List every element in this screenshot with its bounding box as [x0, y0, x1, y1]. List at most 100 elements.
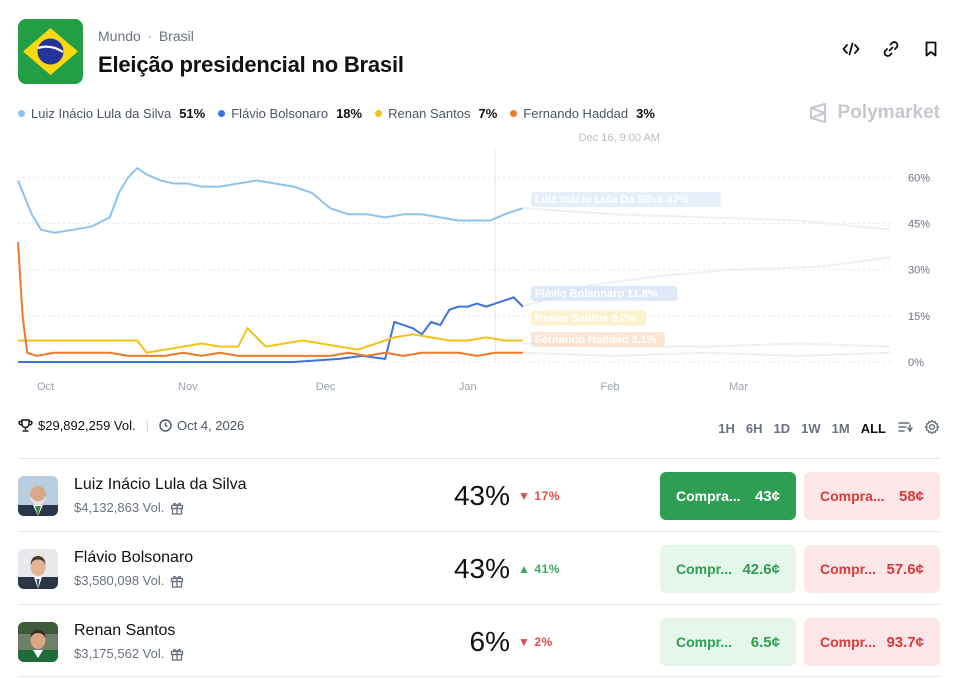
triangle-up-icon: ▲ — [518, 562, 531, 576]
hover-date-label: Dec 16, 9:00 AM — [579, 132, 660, 144]
x-tick-label: Feb — [601, 381, 620, 393]
buy-no-price: 58¢ — [898, 487, 924, 505]
y-tick-label: 45% — [908, 219, 930, 231]
breadcrumb-separator: · — [147, 29, 152, 43]
outcome-probability: 43% — [453, 553, 510, 584]
total-volume-text: $29,892,259 Vol. — [38, 418, 136, 433]
buy-yes-button[interactable]: Compr... 6.5¢ — [660, 618, 796, 666]
breadcrumb-brasil[interactable]: Brasil — [158, 28, 194, 44]
buy-no-label: Compra... — [820, 488, 885, 504]
page-title: Eleição presidencial no Brasil — [98, 52, 404, 77]
outcome-name[interactable]: Flávio Bolsonaro — [74, 549, 194, 566]
legend-pct: 7% — [478, 106, 498, 121]
y-tick-label: 0% — [908, 357, 924, 369]
gift-icon[interactable] — [170, 501, 184, 515]
outcome-name[interactable]: Renan Santos — [74, 622, 176, 639]
brazil-flag — [18, 19, 83, 84]
buy-no-price: 57.6¢ — [886, 560, 924, 578]
buy-no-label: Compr... — [820, 561, 877, 577]
range-all[interactable]: ALL — [860, 421, 886, 436]
buy-yes-price: 42.6¢ — [742, 560, 780, 578]
brand-name: Polymarket — [837, 102, 940, 123]
buy-yes-price: 6.5¢ — [750, 633, 780, 651]
series-end-label: Flávio Bolsonaro 11.8% — [535, 288, 658, 300]
buy-no-button[interactable]: Compr... 57.6¢ — [804, 545, 940, 593]
bookmark-icon[interactable] — [922, 40, 940, 58]
outcome-probability: 43% — [453, 480, 510, 511]
outcome-change: ▲ 41% — [518, 562, 560, 576]
avatar-lula — [18, 476, 58, 516]
series-end-label: Luiz Inácio Lula Da Silva 47% — [535, 194, 689, 206]
gift-icon[interactable] — [170, 647, 184, 661]
clock-icon — [159, 419, 172, 432]
future-series-line — [522, 351, 891, 357]
x-tick-label: Jan — [459, 381, 477, 393]
polymarket-icon — [809, 103, 826, 123]
trophy-icon — [18, 419, 33, 432]
outcome-volume-text: $4,132,863 Vol. — [74, 500, 165, 515]
legend-pct: 3% — [636, 106, 655, 121]
breadcrumb-mundo[interactable]: Mundo — [98, 28, 141, 44]
outcome-change-value: 41% — [534, 562, 560, 576]
outcome-change-value: 17% — [534, 489, 560, 503]
chart-legend: Luiz Inácio Lula da Silva 51% Flávio Bol… — [18, 106, 655, 121]
legend-pct: 51% — [179, 106, 206, 121]
buy-no-button[interactable]: Compra... 58¢ — [804, 472, 940, 520]
legend-name: Renan Santos — [388, 106, 471, 121]
legend-dot-renan — [375, 110, 383, 117]
range-1w[interactable]: 1W — [801, 421, 821, 436]
outcome-row-renan[interactable]: Renan Santos $3,175,562 Vol. 6% ▼ 2% Com… — [18, 604, 940, 677]
legend-dot-haddad — [510, 110, 518, 117]
price-chart[interactable]: Dec 16, 9:00 AM Luiz Inácio Lula Da Silv… — [0, 128, 964, 400]
total-volume: $29,892,259 Vol. — [18, 418, 136, 433]
buy-no-price: 93.7¢ — [886, 633, 924, 651]
legend-name: Flávio Bolsonaro — [231, 106, 329, 121]
outcome-volume: $4,132,863 Vol. — [74, 500, 184, 515]
buy-yes-label: Compr... — [676, 634, 733, 650]
buy-yes-price: 43¢ — [754, 487, 780, 505]
outcome-change: ▼ 2% — [518, 635, 553, 649]
gift-icon[interactable] — [170, 574, 184, 588]
triangle-down-icon: ▼ — [518, 489, 531, 503]
legend-name: Luiz Inácio Lula da Silva — [31, 106, 172, 121]
outcome-probability: 6% — [469, 626, 510, 657]
end-date: Oct 4, 2026 — [159, 418, 244, 433]
y-tick-label: 60% — [908, 172, 930, 184]
legend-name: Fernando Haddad — [523, 106, 629, 121]
triangle-down-icon: ▼ — [518, 635, 531, 649]
legend-item-haddad: Fernando Haddad 3% — [510, 106, 655, 121]
x-tick-label: Mar — [729, 381, 748, 393]
end-date-text: Oct 4, 2026 — [176, 418, 245, 433]
buy-yes-button[interactable]: Compra... 43¢ — [660, 472, 796, 520]
range-6h[interactable]: 6H — [745, 421, 763, 436]
embed-code-icon[interactable] — [842, 40, 860, 58]
header-actions — [842, 40, 940, 58]
x-tick-label: Nov — [178, 381, 198, 393]
outcome-row-flavio[interactable]: Flávio Bolsonaro $3,580,098 Vol. 43% ▲ 4… — [18, 531, 940, 604]
legend-pct: 18% — [336, 106, 363, 121]
settings-gear-icon[interactable] — [924, 419, 940, 438]
filter-icon[interactable] — [897, 419, 913, 438]
legend-item-flavio: Flávio Bolsonaro 18% — [218, 106, 362, 121]
avatar-flavio — [18, 549, 58, 589]
buy-yes-button[interactable]: Compr... 42.6¢ — [660, 545, 796, 593]
polymarket-logo: Polymarket — [808, 102, 940, 124]
x-tick-label: Oct — [37, 381, 54, 393]
range-1h[interactable]: 1H — [718, 421, 735, 436]
outcome-volume-text: $3,580,098 Vol. — [74, 573, 165, 588]
legend-item-lula: Luiz Inácio Lula da Silva 51% — [18, 106, 205, 121]
outcome-change: ▼ 17% — [518, 489, 560, 503]
buy-no-button[interactable]: Compr... 93.7¢ — [804, 618, 940, 666]
link-icon[interactable] — [882, 40, 900, 58]
outcome-name[interactable]: Luiz Inácio Lula da Silva — [74, 476, 247, 493]
market-stats: $29,892,259 Vol. | Oct 4, 2026 — [18, 418, 244, 433]
series-line-1 — [18, 296, 524, 363]
series-end-label: Fernando Haddad 3.1% — [535, 334, 657, 346]
time-range-selector: 1H 6H 1D 1W 1M ALL — [718, 419, 940, 438]
series-label-bg — [530, 285, 678, 301]
range-1m[interactable]: 1M — [831, 421, 850, 436]
series-end-label: Renan Santos 9.2% — [535, 312, 637, 324]
range-1d[interactable]: 1D — [773, 421, 791, 436]
outcome-volume: $3,175,562 Vol. — [74, 646, 184, 661]
outcome-row-lula[interactable]: Luiz Inácio Lula da Silva $4,132,863 Vol… — [18, 458, 940, 531]
